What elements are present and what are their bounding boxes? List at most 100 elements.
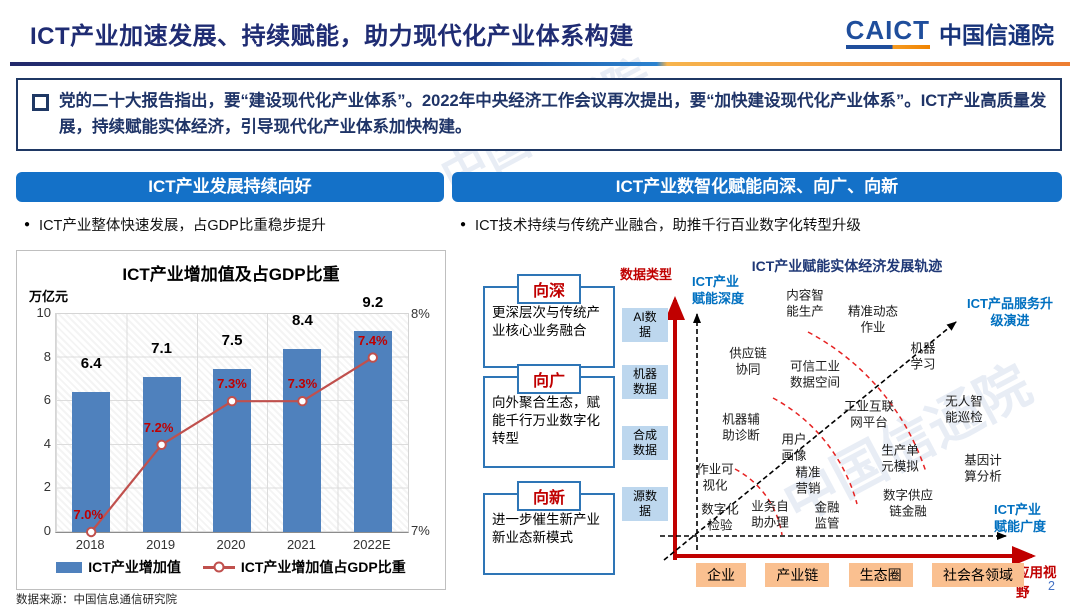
right-bullet-line: ● ICT技术持续与传统产业融合，助推千行百业数字化转型升级 bbox=[460, 214, 861, 235]
y-axis-tick: 8 bbox=[43, 348, 51, 364]
diagram-point-label: 作业可 视化 bbox=[696, 462, 734, 492]
bar-swatch-icon bbox=[56, 561, 83, 573]
direction-desc: 向外聚合生态，赋能千行万业数字化转型 bbox=[492, 395, 600, 447]
notice-box: 党的二十大报告指出，要“建设现代化产业体系”。2022年中央经济工作会议再次提出… bbox=[16, 78, 1062, 152]
data-type-box: AI数 据 bbox=[622, 308, 668, 342]
legend-line: ICT产业增加值占GDP比重 bbox=[202, 557, 406, 577]
diagram-point-label: 金融 监管 bbox=[814, 500, 840, 530]
chart-card: ICT产业增加值及占GDP比重 万亿元 10 8 6 4 2 0 8% 7% 6.4 7.1… bbox=[16, 250, 446, 590]
depth-axis-label: ICT产业 赋能深度 bbox=[692, 274, 745, 306]
left-bullet-line: ● ICT产业整体快速发展，占GDP比重稳步提升 bbox=[24, 214, 326, 235]
legend-line-label: ICT产业增加值占GDP比重 bbox=[240, 559, 406, 575]
app-scope-box: 产业链 bbox=[765, 563, 830, 587]
x-axis-label: 2021 bbox=[286, 537, 316, 552]
enablement-diagram: ICT产业赋能实体经济发展轨迹 数据类型 ICT产业 赋能深度 ICT产品服务升… bbox=[612, 252, 1068, 600]
notice-text: 党的二十大报告指出，要“建设现代化产业体系”。2022年中央经济工作会议再次提出… bbox=[59, 92, 1047, 136]
diagram-point-label: 业务自 助办理 bbox=[751, 499, 789, 529]
line-marker bbox=[297, 396, 308, 407]
diagram-point-label: 无人智 能巡检 bbox=[945, 394, 983, 424]
diagram-point-label: 内容智 能生产 bbox=[786, 288, 824, 318]
diagram-title: ICT产业赋能实体经济发展轨迹 bbox=[751, 258, 943, 274]
chart-x-axis: 2018 2019 2020 2021 2022E bbox=[55, 537, 407, 552]
gdp-share-line bbox=[86, 352, 378, 538]
data-type-box: 源数 据 bbox=[622, 487, 668, 521]
section-header-left: ICT产业发展持续向好 bbox=[16, 172, 444, 202]
application-axis-label: 应用视野 bbox=[1016, 565, 1057, 600]
chart-plot-area: 6.4 7.1 7.5 8.4 9.2 7.0% 7.2% 7.3% 7.3% 7.4% bbox=[55, 294, 409, 538]
direction-card: 向广 向外聚合生态，赋能千行万业数字化转型 bbox=[483, 364, 615, 468]
y-axis-tick: 2 bbox=[43, 479, 51, 495]
bar-value-label: 6.4 bbox=[80, 355, 102, 373]
x-axis-label: 2022E bbox=[353, 537, 391, 552]
direction-card: 向深 更深层次与传统产业核心业务融合 bbox=[483, 274, 615, 368]
diagram-point-label: 精准 营销 bbox=[795, 465, 821, 495]
bar-value-label: 8.4 bbox=[291, 311, 313, 329]
upgrade-axis-label: ICT产品服务升 级演进 bbox=[967, 296, 1053, 328]
data-source: 数据来源：中国信息通信研究院 bbox=[16, 594, 177, 606]
line-marker bbox=[367, 352, 378, 363]
x-axis-label: 2018 bbox=[75, 537, 105, 552]
pct-label: 7.3% bbox=[217, 376, 247, 392]
y-axis-tick: 10 bbox=[36, 305, 51, 320]
bar bbox=[142, 377, 181, 532]
direction-tag: 向广 bbox=[516, 364, 582, 394]
line-marker bbox=[226, 396, 238, 407]
bullet-dot-icon: ● bbox=[460, 219, 467, 230]
red-arc-small bbox=[734, 468, 783, 536]
bar bbox=[283, 348, 322, 532]
line-marker bbox=[86, 526, 97, 538]
direction-desc: 进一步催生新产业新业态新模式 bbox=[492, 512, 600, 546]
bullet-dot-icon: ● bbox=[24, 219, 31, 230]
section-header-right: ICT产业数智化赋能向深、向广、向新 bbox=[452, 172, 1062, 202]
diagonal-trajectory-arrow bbox=[663, 321, 957, 561]
right-bullet-text: ICT技术持续与传统产业融合，助推千行百业数字化转型升级 bbox=[475, 218, 861, 234]
app-scope-box: 社会各领域 bbox=[931, 563, 1024, 587]
diagram-point-label: 生产单 元模拟 bbox=[881, 443, 919, 473]
line-swatch-icon bbox=[202, 561, 235, 573]
page-number: 2 bbox=[1048, 579, 1055, 593]
pct-label: 7.2% bbox=[143, 419, 174, 435]
caict-logo-text: CAICT bbox=[845, 17, 930, 49]
right-axis-top: 8% bbox=[411, 306, 430, 321]
data-type-box: 合成 数据 bbox=[622, 426, 668, 460]
bar bbox=[72, 392, 111, 532]
caict-logo-cn: 中国信通院 bbox=[939, 22, 1054, 48]
direction-tag: 向新 bbox=[516, 481, 582, 511]
diagram-point-label: 机器辅 助诊断 bbox=[722, 412, 760, 442]
application-scopes: 企业 产业链 生态圈 社会各领域 bbox=[696, 563, 1024, 587]
chart-y-axis: 10 8 6 4 2 0 bbox=[25, 305, 51, 538]
data-type-axis-label: 数据类型 bbox=[620, 267, 673, 282]
x-axis-label: 2020 bbox=[216, 537, 246, 552]
line-marker bbox=[156, 439, 167, 451]
diagram-point-label: 供应链 协同 bbox=[729, 346, 767, 376]
bar bbox=[213, 368, 251, 532]
direction-cards: 向深 更深层次与传统产业核心业务融合 向广 向外聚合生态，赋能千行万业数字化转型向新进… bbox=[483, 252, 615, 588]
pct-label: 7.0% bbox=[73, 507, 104, 522]
square-bullet-icon bbox=[32, 94, 49, 111]
bar-value-label: 9.2 bbox=[362, 294, 384, 312]
chart-title: ICT产业增加值及占GDP比重 bbox=[122, 265, 340, 284]
y-axis-tick: 0 bbox=[43, 523, 51, 538]
direction-card: 向新 进一步催生新产业新业态新模式 bbox=[483, 481, 615, 575]
pct-label: 7.4% bbox=[357, 332, 388, 348]
diagram-axes bbox=[660, 296, 1036, 566]
app-scope-box: 企业 bbox=[696, 563, 746, 587]
direction-desc: 更深层次与传统产业核心业务融合 bbox=[492, 305, 600, 339]
red-arc-large bbox=[807, 331, 927, 473]
title-divider bbox=[10, 62, 1070, 66]
legend-bars-label: ICT产业增加值 bbox=[88, 559, 181, 575]
right-axis-bottom: 7% bbox=[411, 523, 430, 538]
left-bullet-text: ICT产业整体快速发展，占GDP比重稳步提升 bbox=[39, 218, 326, 234]
chart-legend: ICT产业增加值 ICT产业增加值占GDP比重 bbox=[17, 557, 445, 577]
chart-unit-label: 万亿元 bbox=[29, 289, 69, 304]
diagram-point-label: 基因计 算分析 bbox=[964, 453, 1002, 483]
legend-bars: ICT产业增加值 bbox=[56, 557, 181, 577]
data-type-box: 机器 数据 bbox=[622, 365, 668, 399]
pct-label: 7.3% bbox=[287, 376, 318, 392]
diagram-point-label: 数字化 检验 bbox=[701, 502, 739, 532]
bar-value-label: 7.1 bbox=[151, 340, 173, 358]
page-title: ICT产业加速发展、持续赋能，助力现代化产业体系构建 bbox=[30, 23, 634, 50]
diagram-point-label: 机器 学习 bbox=[910, 341, 936, 371]
bar-value-label: 7.5 bbox=[221, 331, 243, 349]
y-axis-tick: 6 bbox=[43, 392, 51, 408]
